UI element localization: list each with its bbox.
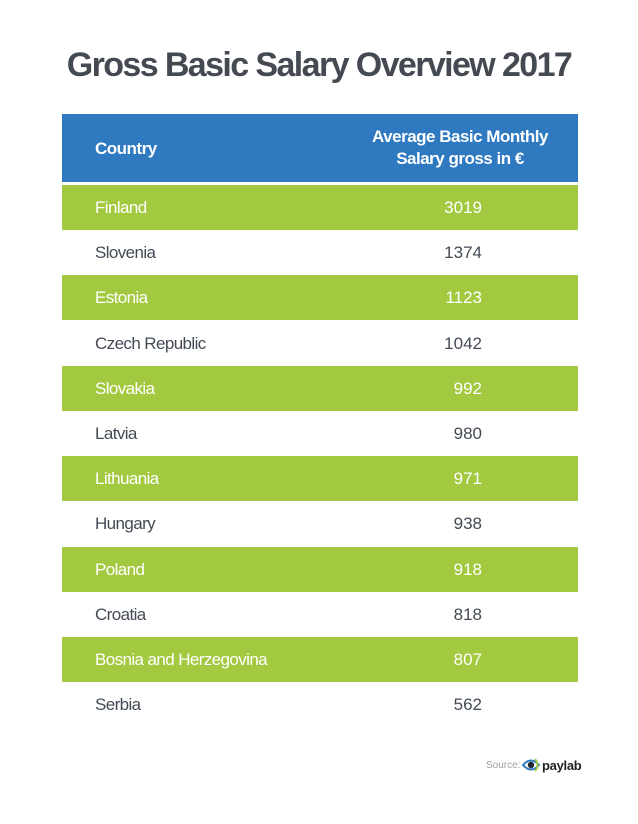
cell-country: Bosnia and Herzegovina (95, 650, 268, 669)
cell-salary: 1123 (445, 288, 482, 308)
cell-country: Latvia (95, 424, 137, 443)
table-header: Country Average Basic Monthly Salary gro… (62, 114, 578, 182)
paylab-eye-logo-icon (521, 758, 541, 772)
table-row: Estonia 1123 (62, 275, 578, 321)
column-header-salary-line1: Average Basic Monthly (372, 127, 548, 146)
cell-salary: 3019 (444, 198, 482, 217)
cell-country: Lithuania (95, 469, 159, 489)
paylab-brand-text: paylab (542, 758, 582, 773)
table-row: Poland 918 (62, 546, 578, 592)
cell-country: Serbia (95, 695, 141, 715)
cell-salary: 938 (453, 514, 482, 534)
cell-country: Estonia (95, 288, 148, 308)
cell-country: Croatia (95, 604, 146, 624)
table-row: Finland 3019 (62, 185, 578, 230)
cell-country: Finland (95, 198, 147, 217)
cell-salary: 562 (453, 695, 482, 715)
cell-salary: 980 (453, 424, 482, 443)
cell-salary: 918 (453, 559, 482, 579)
column-header-country: Country (95, 139, 157, 158)
table-row: Bosnia and Herzegovina 807 (62, 637, 578, 682)
cell-country: Poland (95, 559, 145, 579)
column-header-salary-line2: Salary gross in € (396, 149, 524, 168)
cell-country: Czech Republic (95, 333, 206, 353)
cell-salary: 818 (453, 604, 482, 624)
cell-salary: 971 (453, 469, 482, 489)
cell-country: Hungary (95, 514, 156, 534)
table-row: Czech Republic 1042 (62, 320, 578, 366)
column-header-salary: Average Basic Monthly Salary gross in € (350, 126, 570, 170)
cell-country: Slovakia (95, 378, 155, 398)
cell-salary: 992 (453, 378, 482, 398)
cell-salary: 1042 (444, 333, 482, 353)
source-label: Source: (486, 760, 521, 771)
table-row: Serbia 562 (62, 682, 578, 728)
cell-country: Slovenia (95, 243, 156, 263)
table-row: Latvia 980 (62, 411, 578, 456)
table-row: Croatia 818 (62, 591, 578, 637)
table-row: Lithuania 971 (62, 456, 578, 502)
cell-salary: 1374 (444, 243, 482, 263)
page-title: Gross Basic Salary Overview 2017 (66, 46, 573, 84)
cell-salary: 807 (453, 650, 482, 669)
table-row: Hungary 938 (62, 501, 578, 547)
table-row: Slovakia 992 (62, 365, 578, 411)
table-row: Slovenia 1374 (62, 230, 578, 276)
